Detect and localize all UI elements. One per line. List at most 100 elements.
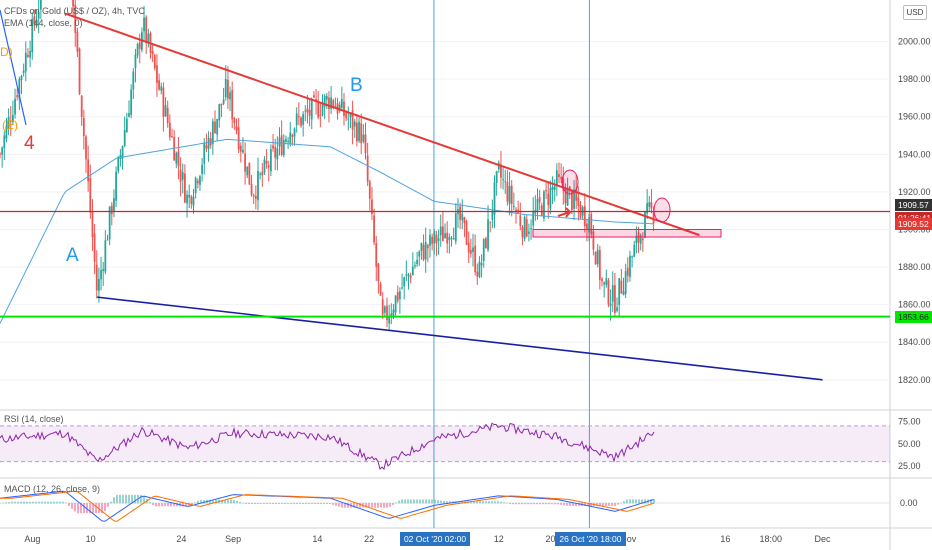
candle-body: [431, 236, 434, 244]
candle-body: [104, 240, 107, 272]
candle-body: [491, 211, 494, 220]
macd-histogram-bar: [401, 499, 403, 504]
candle-body: [528, 231, 530, 234]
candle-body: [80, 95, 83, 117]
macd-histogram-bar: [404, 499, 406, 504]
candle-body: [147, 33, 150, 43]
macd-histogram-bar: [296, 503, 298, 504]
candle-body: [190, 196, 193, 204]
macd-histogram-bar: [119, 494, 121, 504]
macd-histogram-bar: [0, 503, 1, 504]
macd-histogram-bar: [215, 499, 217, 504]
rsi-tick-label: 25.00: [898, 461, 921, 471]
time-tick-label: 24: [176, 534, 186, 544]
macd-histogram-bar: [359, 503, 361, 508]
candle-body: [276, 148, 279, 160]
macd-histogram-bar: [395, 502, 397, 504]
candle-body: [577, 197, 580, 206]
candle-body: [512, 206, 515, 208]
candle-body: [123, 130, 126, 146]
candle-body: [244, 153, 246, 172]
candle-body: [227, 79, 229, 99]
macd-histogram-bar: [524, 503, 526, 505]
macd-histogram-bar: [596, 503, 598, 506]
candle-body: [216, 118, 219, 135]
macd-histogram-bar: [515, 503, 517, 505]
currency-button[interactable]: USD: [903, 5, 927, 20]
macd-histogram-bar: [638, 499, 640, 504]
macd-histogram-bar: [233, 500, 235, 504]
candle-body: [325, 96, 328, 100]
candle-body: [315, 98, 317, 101]
candle-body: [562, 178, 565, 191]
candle-body: [5, 125, 8, 139]
price-tick-label: 1940.00: [898, 149, 931, 159]
macd-histogram-bar: [488, 501, 490, 504]
candle-body: [138, 42, 141, 49]
touch-circle-2: [653, 197, 671, 223]
candle-body: [381, 299, 384, 315]
candle-body: [633, 244, 636, 257]
macd-histogram-bar: [602, 503, 604, 506]
macd-histogram-bar: [440, 500, 442, 504]
candle-body: [265, 161, 268, 164]
candle-body: [510, 185, 513, 204]
candle-body: [463, 217, 466, 224]
macd-histogram-bar: [305, 503, 307, 504]
ema-line: [0, 138, 655, 324]
price-tick-label: 1980.00: [898, 74, 931, 84]
macd-histogram-bar: [332, 503, 334, 505]
candle-body: [220, 103, 223, 106]
candle-body: [224, 79, 227, 98]
candle-body: [493, 182, 496, 215]
macd-histogram-bar: [506, 502, 508, 504]
candle-body: [291, 134, 294, 137]
level-price-badge: 1909.57: [895, 198, 932, 211]
candle-body: [409, 275, 412, 279]
candle-body: [469, 249, 472, 254]
macd-histogram-bar: [323, 503, 325, 504]
macd-histogram-bar: [317, 503, 319, 504]
candle-body: [110, 205, 113, 215]
macd-line: [0, 490, 655, 522]
candle-body: [442, 226, 444, 242]
macd-histogram-bar: [338, 503, 340, 507]
candle-body: [246, 166, 249, 176]
candle-body: [439, 226, 442, 236]
candle-body: [583, 206, 586, 227]
macd-histogram-bar: [482, 501, 484, 504]
candle-body: [609, 303, 612, 307]
candle-body: [390, 313, 393, 317]
macd-histogram-bar: [542, 503, 544, 505]
price-tick-label: 1960.00: [898, 112, 931, 122]
macd-histogram-bar: [629, 499, 631, 504]
candle-body: [549, 187, 552, 209]
candle-body: [168, 122, 171, 138]
macd-histogram-bar: [425, 499, 427, 504]
candle-body: [465, 221, 468, 245]
macd-histogram-bar: [377, 503, 379, 508]
candle-body: [72, 0, 74, 7]
macd-histogram-bar: [518, 503, 520, 505]
candle-body: [435, 234, 438, 244]
candle-body: [130, 89, 133, 115]
macd-histogram-bar: [152, 503, 154, 505]
candle-body: [648, 202, 651, 207]
candle-body: [177, 151, 180, 167]
candle-body: [186, 194, 188, 204]
time-tick-label: 22: [364, 534, 374, 544]
macd-histogram-bar: [569, 503, 571, 506]
macd-histogram-bar: [614, 503, 616, 506]
candle-body: [368, 181, 371, 199]
macd-histogram-bar: [470, 501, 472, 504]
macd-histogram-bar: [299, 503, 301, 504]
time-tick-label: Aug: [24, 534, 40, 544]
candle-body: [98, 278, 100, 291]
candle-body: [95, 264, 98, 291]
candle-body: [214, 121, 216, 133]
candle-body: [506, 182, 509, 202]
macd-histogram-bar: [290, 503, 292, 504]
macd-histogram-bar: [626, 499, 628, 504]
